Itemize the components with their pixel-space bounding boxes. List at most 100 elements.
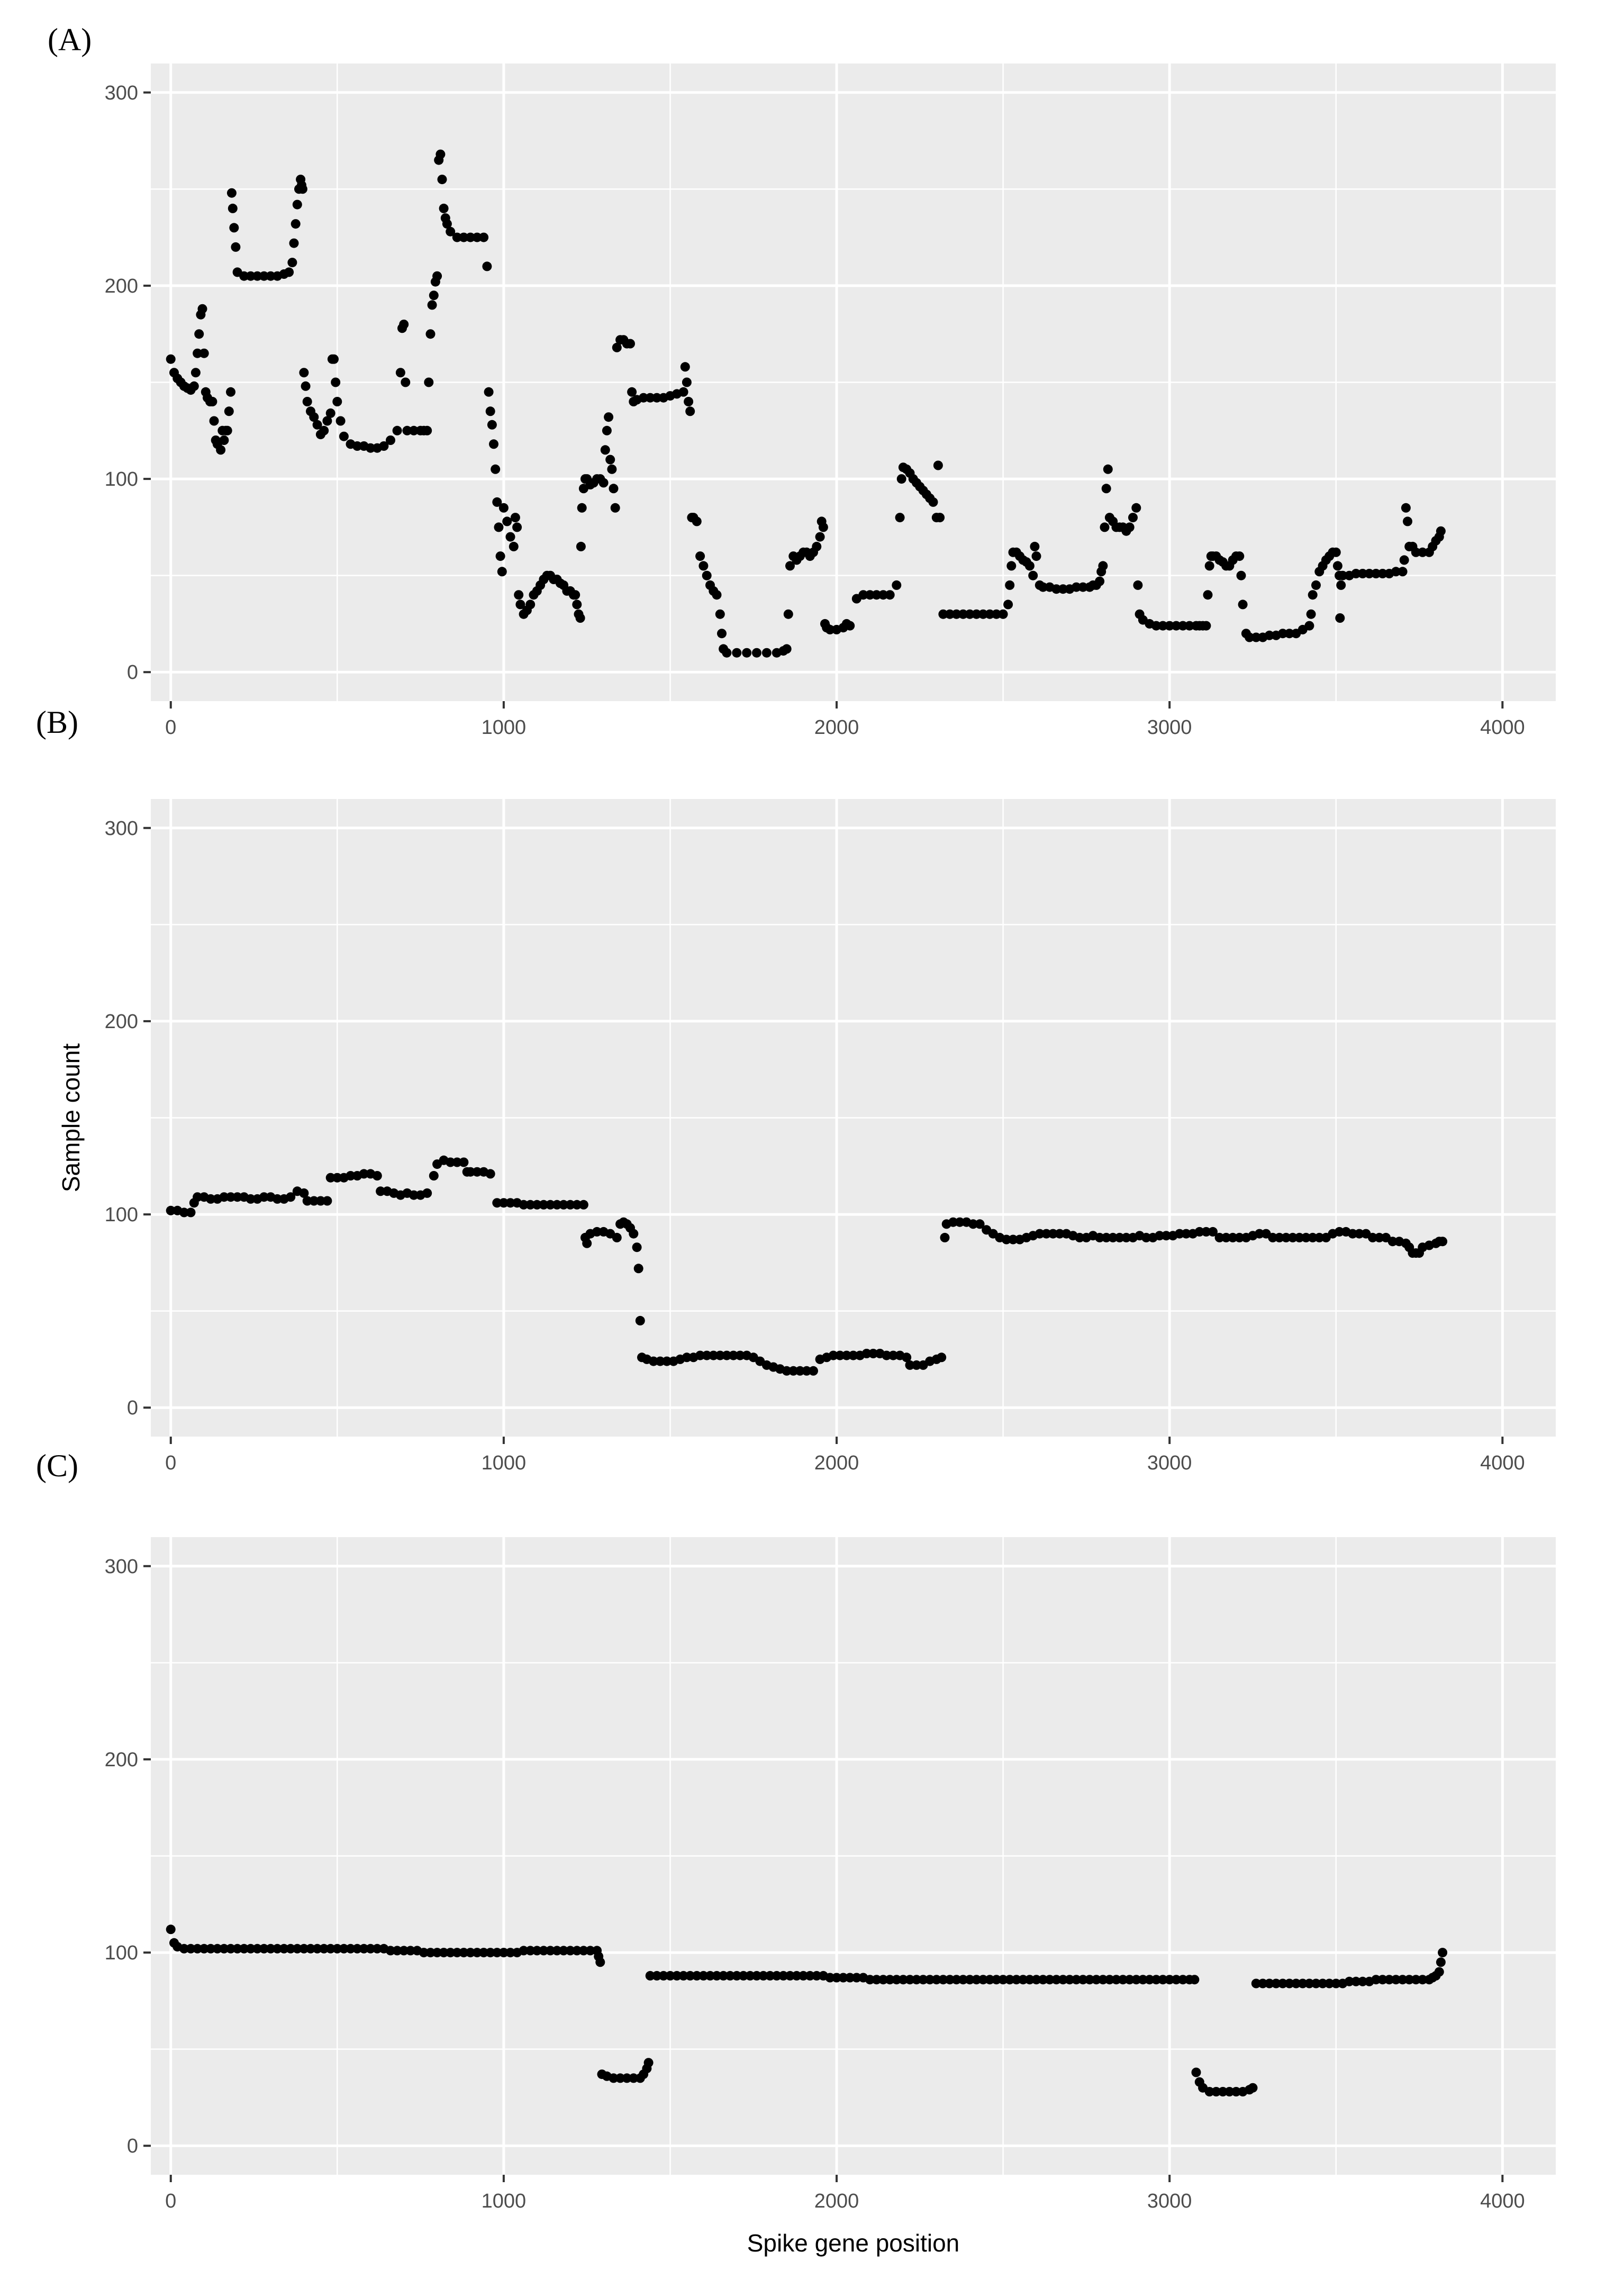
series-points <box>166 149 1446 658</box>
data-point <box>1235 551 1245 561</box>
data-point <box>1138 1975 1148 1985</box>
data-point <box>1101 484 1111 494</box>
data-point <box>682 377 692 387</box>
panel-label: (C) <box>36 1448 78 1483</box>
data-point <box>565 1200 575 1210</box>
data-point <box>299 1188 309 1198</box>
data-point <box>972 1975 982 1985</box>
data-point <box>682 1352 692 1363</box>
data-point <box>572 600 582 610</box>
data-point <box>719 1971 729 1981</box>
data-point <box>1311 1978 1321 1988</box>
data-point <box>1051 584 1062 594</box>
data-point <box>1151 1975 1161 1985</box>
data-point <box>432 1948 442 1958</box>
data-point <box>1344 1976 1354 1986</box>
data-point <box>1278 1978 1288 1988</box>
data-point <box>498 1198 509 1208</box>
data-point <box>577 503 587 513</box>
data-point <box>446 1157 456 1167</box>
data-point <box>332 1173 342 1183</box>
data-point <box>366 443 376 453</box>
data-point <box>935 513 945 523</box>
data-point <box>622 2073 632 2083</box>
data-point <box>702 1350 712 1360</box>
data-point <box>570 590 580 600</box>
data-point <box>299 1944 309 1954</box>
data-point <box>685 1971 695 1981</box>
data-point <box>610 503 620 513</box>
data-point <box>1338 570 1348 580</box>
data-point <box>712 590 722 600</box>
data-point <box>194 329 204 339</box>
data-point <box>1377 569 1387 578</box>
data-point <box>559 1946 569 1956</box>
data-point <box>193 1192 203 1202</box>
data-point <box>575 613 585 623</box>
data-point <box>329 354 339 364</box>
data-point <box>745 1971 755 1981</box>
data-point <box>1311 580 1321 590</box>
data-point <box>1236 570 1246 580</box>
data-point <box>309 1196 319 1206</box>
data-point <box>845 621 855 631</box>
x-tick-label: 2000 <box>814 1452 859 1474</box>
data-point <box>931 1975 941 1985</box>
data-point <box>905 1360 915 1370</box>
data-point <box>186 1944 196 1954</box>
data-point <box>222 425 232 435</box>
data-point <box>639 393 649 403</box>
data-point <box>1404 1975 1414 1985</box>
panel-a: 0 1000 2000 3000 4000 0 100 200 300 (A) <box>48 22 1556 739</box>
data-point <box>228 203 238 213</box>
data-point <box>799 1971 809 1981</box>
data-point <box>729 1350 738 1360</box>
data-point <box>1434 1967 1444 1977</box>
data-point <box>452 1948 462 1958</box>
data-point <box>392 1946 402 1956</box>
data-point <box>732 1971 742 1981</box>
data-point <box>925 1975 935 1985</box>
data-point <box>1201 621 1211 631</box>
data-point <box>226 188 237 198</box>
data-point <box>425 329 436 339</box>
x-tick-label: 4000 <box>1480 716 1525 739</box>
data-point <box>1411 547 1421 557</box>
data-point <box>273 1194 283 1204</box>
data-point <box>252 271 262 281</box>
data-point <box>1121 1232 1131 1242</box>
data-point <box>306 1944 315 1954</box>
data-point <box>1038 1975 1048 1985</box>
data-point <box>565 1946 575 1956</box>
data-point <box>166 354 176 364</box>
data-point <box>752 1971 761 1981</box>
data-point <box>505 1198 515 1208</box>
data-point <box>1041 1229 1051 1239</box>
data-point <box>512 522 522 532</box>
data-point <box>559 1200 569 1210</box>
data-point <box>938 609 948 619</box>
x-tick-label: 0 <box>165 716 176 739</box>
data-point <box>1238 600 1248 610</box>
data-point <box>695 1350 705 1360</box>
data-point <box>1403 516 1412 526</box>
data-point <box>717 629 727 639</box>
data-point <box>346 1944 356 1954</box>
data-point <box>1165 621 1175 631</box>
data-point <box>1035 1229 1045 1239</box>
x-tick-label: 0 <box>165 1452 176 1474</box>
data-point <box>896 474 906 484</box>
data-point <box>352 1944 362 1954</box>
data-point <box>645 1971 655 1981</box>
data-point <box>525 600 536 610</box>
data-point <box>868 1349 878 1358</box>
data-point <box>625 339 635 349</box>
data-point <box>572 1946 582 1956</box>
data-point <box>525 1200 536 1210</box>
data-point <box>1436 526 1446 536</box>
data-point <box>189 381 199 391</box>
data-point <box>885 1975 895 1985</box>
data-point <box>702 570 712 580</box>
data-point <box>948 1217 958 1227</box>
data-point <box>1418 547 1428 557</box>
